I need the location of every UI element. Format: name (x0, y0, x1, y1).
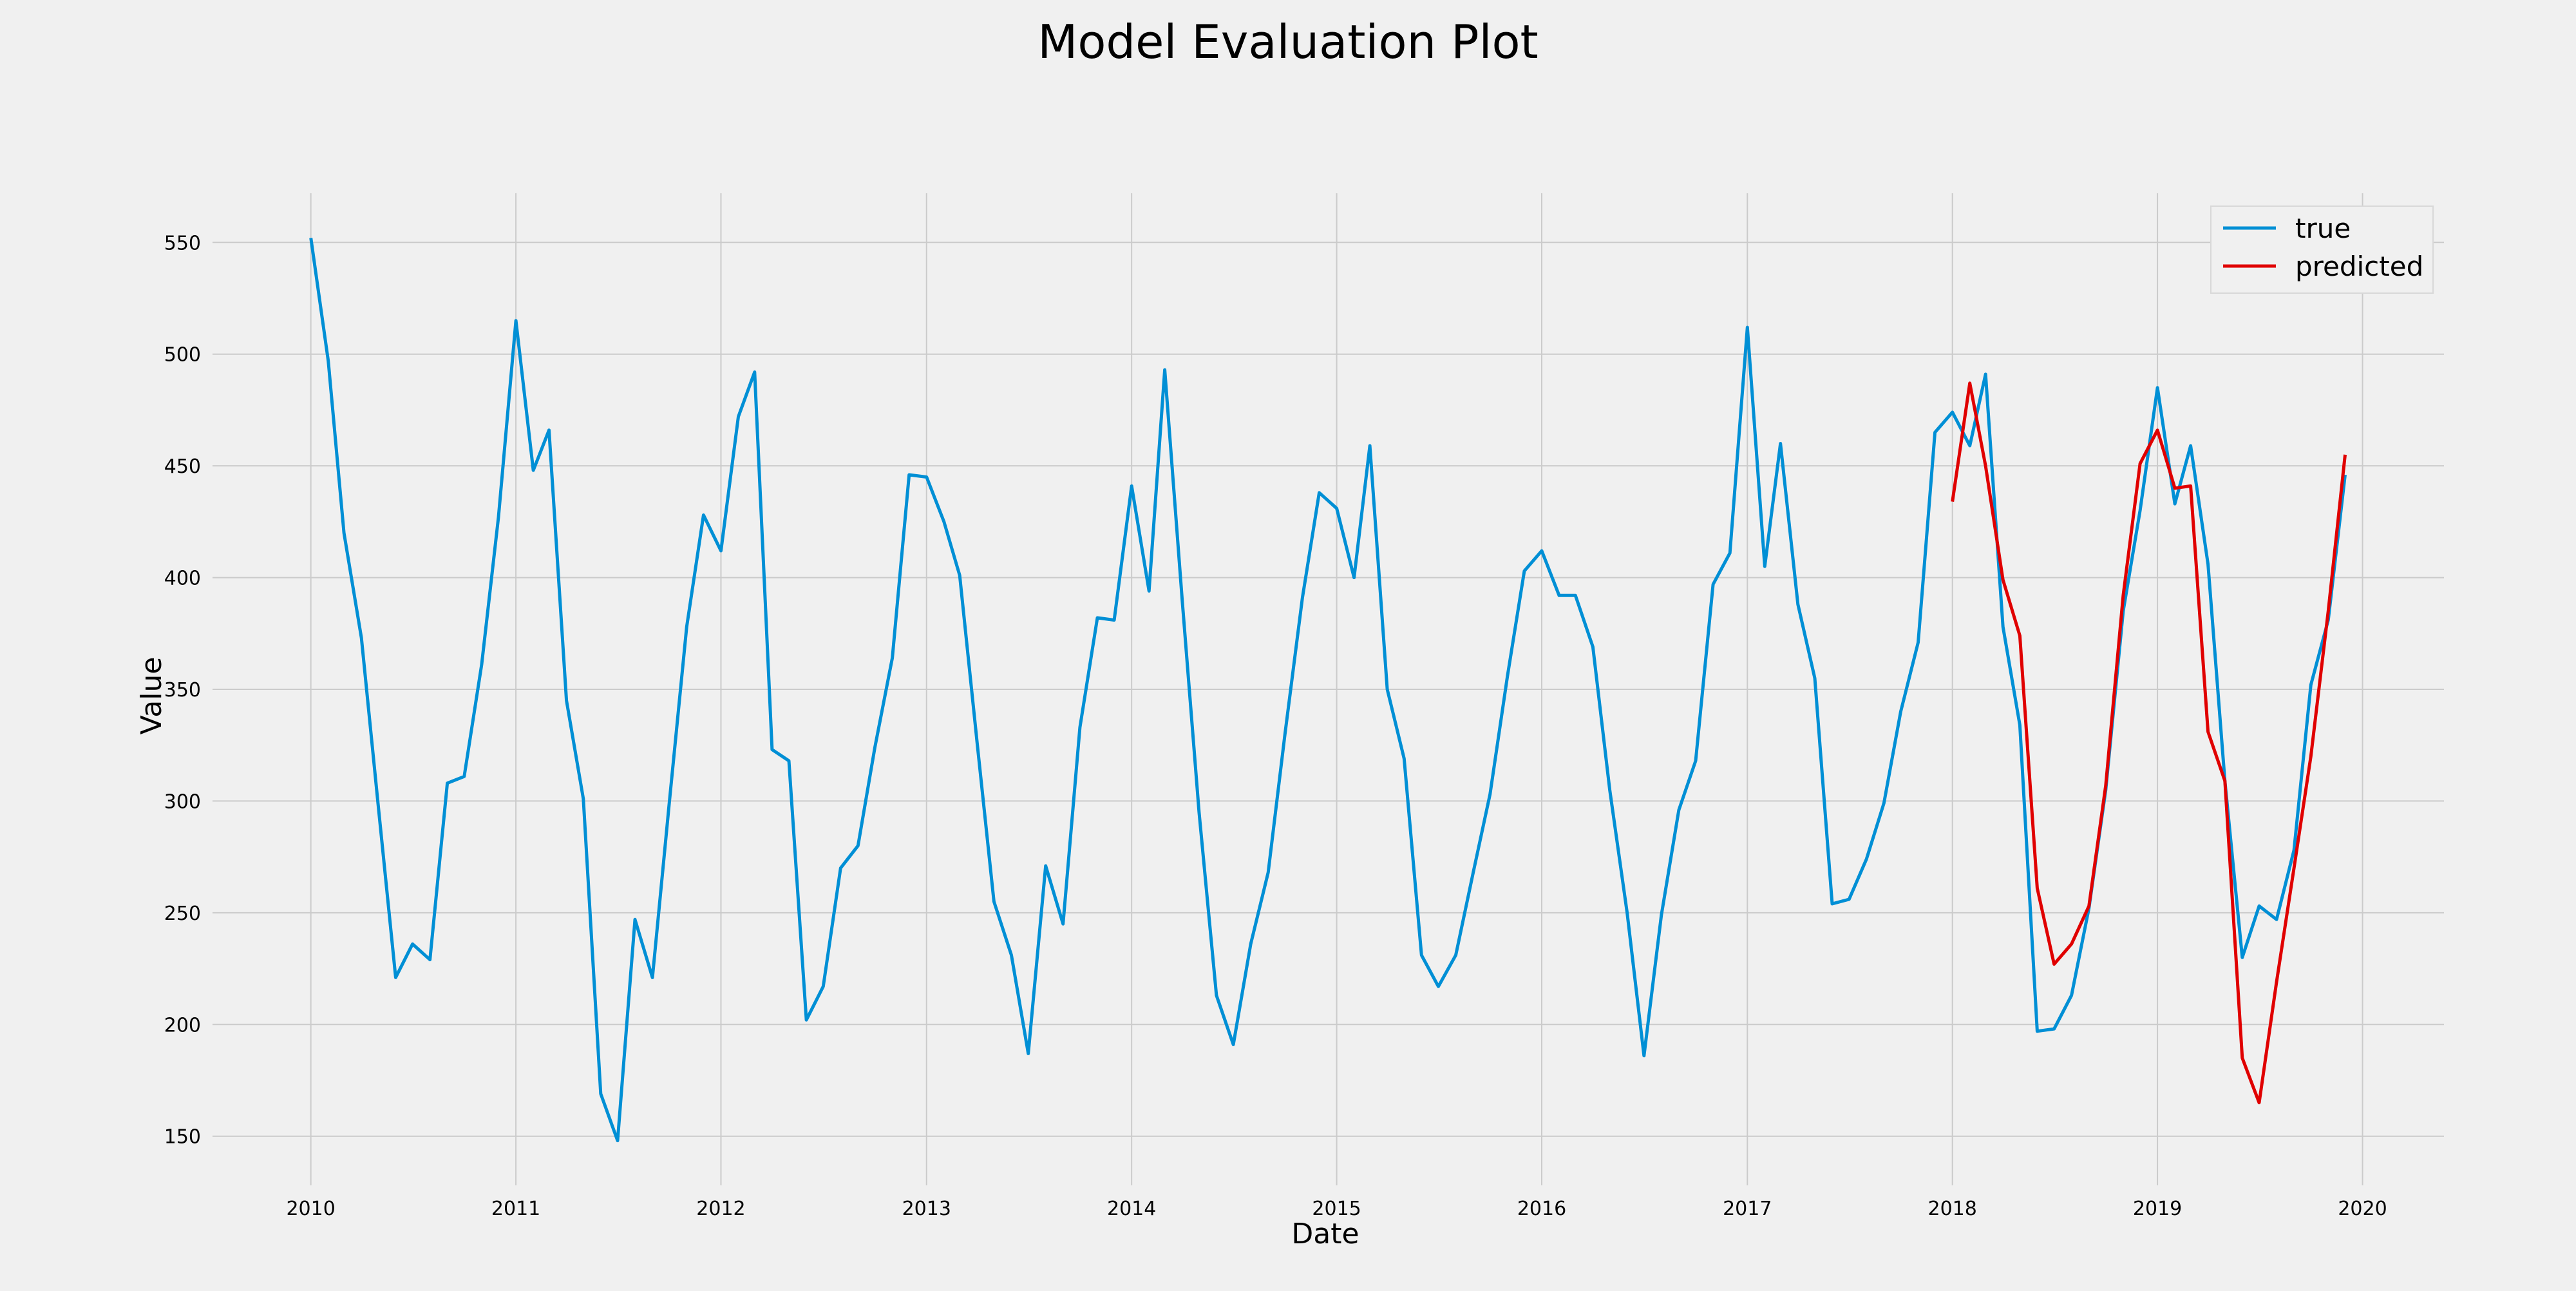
y-axis-label: Value (135, 657, 168, 735)
x-axis-label: Date (1291, 1218, 1359, 1250)
x-tick-label: 2020 (2338, 1198, 2387, 1220)
y-tick-label: 350 (164, 679, 201, 702)
x-tick-label: 2014 (1107, 1198, 1156, 1220)
tick-labels: 150 200 250 300 350 400 450 500 550 2010 2011 2012 2… (164, 232, 2387, 1220)
x-tick-label: 2018 (1928, 1198, 1977, 1220)
x-tick-label: 2012 (696, 1198, 745, 1220)
x-tick-label: 2013 (902, 1198, 951, 1220)
legend-label-predicted: predicted (2295, 251, 2423, 282)
x-tick-label: 2017 (1723, 1198, 1772, 1220)
x-tick-label: 2019 (2133, 1198, 2182, 1220)
y-tick-label: 400 (164, 568, 201, 590)
legend: true predicted (2210, 206, 2434, 294)
chart-title: Model Evaluation Plot (1037, 15, 1539, 69)
series-line-true (309, 238, 2347, 1143)
series-line-predicted (1951, 381, 2347, 1105)
y-tick-label: 200 (164, 1014, 201, 1037)
grid (213, 193, 2444, 1185)
legend-label-true: true (2295, 213, 2351, 244)
y-tick-label: 250 (164, 903, 201, 925)
x-tick-label: 2011 (491, 1198, 540, 1220)
x-tick-label: 2015 (1312, 1198, 1361, 1220)
series-lines (309, 238, 2347, 1143)
y-tick-label: 550 (164, 232, 201, 254)
legend-box (2210, 206, 2434, 294)
x-tick-label: 2016 (1517, 1198, 1566, 1220)
y-tick-label: 150 (164, 1126, 201, 1149)
x-tick-label: 2010 (286, 1198, 335, 1220)
y-tick-label: 500 (164, 344, 201, 367)
y-tick-label: 300 (164, 790, 201, 813)
y-tick-label: 450 (164, 455, 201, 478)
